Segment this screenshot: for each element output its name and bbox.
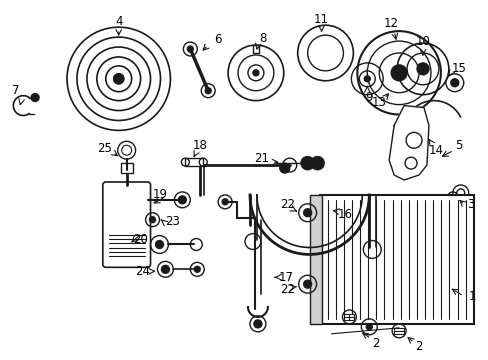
Text: 12: 12 bbox=[383, 17, 398, 30]
Circle shape bbox=[303, 209, 311, 217]
Circle shape bbox=[416, 63, 428, 75]
Circle shape bbox=[300, 156, 314, 170]
Text: 13: 13 bbox=[371, 96, 386, 109]
Circle shape bbox=[364, 76, 369, 82]
Bar bbox=[344, 314, 354, 320]
Text: 17: 17 bbox=[278, 271, 293, 284]
Circle shape bbox=[303, 280, 311, 288]
Circle shape bbox=[310, 156, 324, 170]
Bar bbox=[393, 328, 403, 334]
Circle shape bbox=[194, 266, 200, 272]
Text: 21: 21 bbox=[254, 152, 269, 165]
Text: 23: 23 bbox=[164, 215, 180, 228]
Text: 14: 14 bbox=[427, 144, 443, 157]
Text: 6: 6 bbox=[214, 33, 222, 46]
Circle shape bbox=[187, 46, 193, 52]
Text: 15: 15 bbox=[450, 62, 465, 75]
Circle shape bbox=[390, 65, 406, 81]
Text: 19: 19 bbox=[153, 188, 168, 201]
Circle shape bbox=[253, 320, 262, 328]
Text: 2: 2 bbox=[372, 337, 379, 350]
Text: 18: 18 bbox=[192, 139, 207, 152]
Bar bbox=[121, 163, 132, 173]
Circle shape bbox=[155, 240, 163, 248]
Text: 11: 11 bbox=[313, 13, 328, 26]
Text: 20: 20 bbox=[133, 233, 148, 246]
Text: 24: 24 bbox=[135, 265, 150, 278]
Text: 10: 10 bbox=[415, 35, 429, 48]
Text: 9: 9 bbox=[365, 91, 372, 104]
Text: 16: 16 bbox=[337, 208, 352, 221]
Bar bbox=[309, 195, 321, 324]
Text: 22: 22 bbox=[280, 283, 295, 296]
Bar bbox=[252, 45, 258, 53]
Bar bbox=[319, 195, 473, 324]
Bar bbox=[185, 158, 203, 166]
Text: 8: 8 bbox=[259, 32, 266, 45]
Text: 5: 5 bbox=[454, 139, 462, 152]
Polygon shape bbox=[388, 105, 428, 180]
Text: 3: 3 bbox=[466, 198, 473, 211]
Circle shape bbox=[161, 265, 169, 273]
Text: 22: 22 bbox=[280, 198, 295, 211]
Circle shape bbox=[450, 79, 458, 87]
Text: 25: 25 bbox=[97, 142, 112, 155]
Circle shape bbox=[252, 70, 258, 76]
Text: 7: 7 bbox=[12, 84, 19, 97]
Text: 2: 2 bbox=[414, 340, 422, 353]
Circle shape bbox=[178, 196, 186, 204]
Text: 4: 4 bbox=[115, 15, 122, 28]
Circle shape bbox=[205, 88, 211, 94]
Circle shape bbox=[31, 94, 39, 102]
Circle shape bbox=[114, 74, 123, 84]
Circle shape bbox=[366, 324, 371, 330]
Text: 1: 1 bbox=[468, 289, 475, 303]
Circle shape bbox=[222, 199, 227, 205]
Circle shape bbox=[149, 217, 155, 223]
Circle shape bbox=[279, 163, 289, 173]
FancyBboxPatch shape bbox=[102, 182, 150, 267]
